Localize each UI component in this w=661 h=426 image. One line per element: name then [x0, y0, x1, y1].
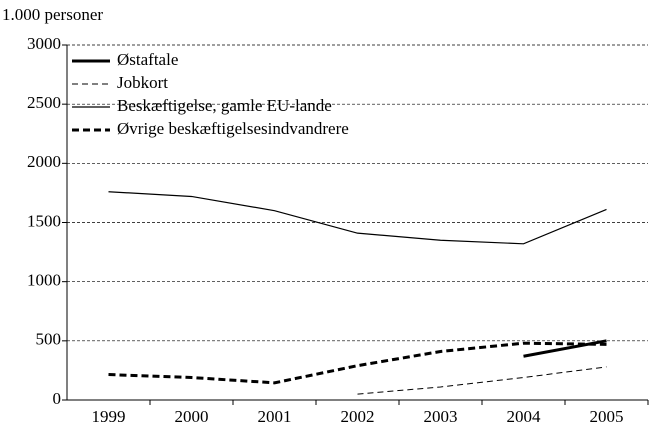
- line-series: [357, 366, 607, 395]
- x-tick-label: 2001: [258, 407, 292, 426]
- x-tick-label: 2003: [424, 407, 458, 426]
- x-tick-label: 2004: [507, 407, 542, 426]
- legend-label: Øvrige beskæftigelsesindvandrere: [117, 119, 349, 138]
- y-tick-label: 2000: [27, 152, 61, 171]
- x-tick-label: 2000: [175, 407, 209, 426]
- y-tick-label: 0: [53, 389, 62, 408]
- x-tick-label: 2005: [590, 407, 624, 426]
- y-tick-label: 500: [36, 330, 62, 349]
- legend-label: Jobkort: [117, 73, 168, 92]
- legend-label: Beskæftigelse, gamle EU-lande: [117, 96, 332, 115]
- y-tick-label: 1000: [27, 271, 61, 290]
- x-tick-label: 1999: [92, 407, 126, 426]
- line-series: [108, 341, 607, 385]
- y-tick-label: 3000: [27, 34, 61, 53]
- y-axis-label: 1.000 personer: [2, 5, 103, 24]
- y-tick-label: 2500: [27, 93, 61, 112]
- line-series: [108, 191, 607, 245]
- legend-label: Østaftale: [117, 50, 178, 69]
- x-tick-label: 2002: [341, 407, 375, 426]
- y-tick-label: 1500: [27, 211, 61, 230]
